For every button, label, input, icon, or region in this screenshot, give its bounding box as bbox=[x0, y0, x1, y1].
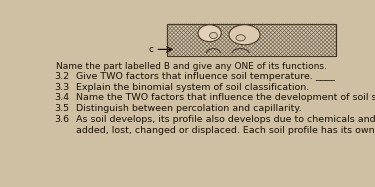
Text: 3.3: 3.3 bbox=[55, 82, 70, 91]
Text: Name the TWO factors that influence the development of soil structure?: Name the TWO factors that influence the … bbox=[76, 93, 375, 102]
Text: Name the part labelled B and give any ONE of its functions.: Name the part labelled B and give any ON… bbox=[56, 62, 327, 71]
Text: c: c bbox=[148, 45, 153, 54]
Text: Explain the binomial system of soil classification.: Explain the binomial system of soil clas… bbox=[76, 82, 310, 91]
Bar bbox=[167, 24, 336, 56]
Text: Give TWO factors that influence soil temperature. ____: Give TWO factors that influence soil tem… bbox=[76, 72, 335, 81]
Ellipse shape bbox=[236, 35, 245, 41]
Text: 3.5: 3.5 bbox=[55, 104, 70, 113]
Text: As soil develops, its profile also develops due to chemicals and organic: As soil develops, its profile also devel… bbox=[76, 115, 375, 124]
Text: added, lost, changed or displaced. Each soil profile has its own unique: added, lost, changed or displaced. Each … bbox=[76, 126, 375, 135]
Text: 3.6: 3.6 bbox=[55, 115, 70, 124]
Ellipse shape bbox=[198, 25, 221, 42]
Text: 3.2: 3.2 bbox=[55, 72, 70, 81]
Text: Distinguish between percolation and capillarity.: Distinguish between percolation and capi… bbox=[76, 104, 302, 113]
Ellipse shape bbox=[210, 33, 218, 39]
Text: 3.4: 3.4 bbox=[55, 93, 70, 102]
Ellipse shape bbox=[229, 25, 260, 45]
